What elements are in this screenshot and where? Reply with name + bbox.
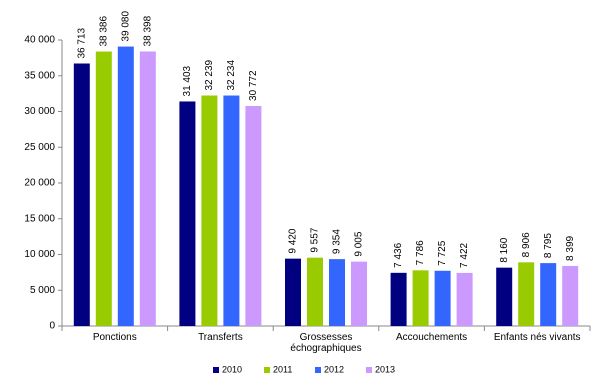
x-tick-label: Ponctions [92, 332, 137, 343]
value-label: 38 386 [98, 16, 109, 47]
value-label: 8 795 [543, 233, 554, 258]
value-label: 32 234 [226, 60, 237, 91]
bar [496, 267, 513, 326]
value-label: 30 772 [248, 70, 259, 101]
value-label: 8 399 [565, 235, 576, 260]
bar [351, 261, 367, 326]
x-tick-label: Enfants nés vivants [493, 332, 581, 343]
bar [117, 46, 134, 326]
x-tick-label: Accouchements [396, 332, 468, 343]
bar [307, 257, 323, 326]
value-label: 31 403 [182, 65, 193, 96]
value-label: 8 160 [499, 237, 510, 262]
y-tick-label: 35 000 [24, 70, 55, 81]
x-tick-label: Grossesses échographiques [290, 332, 362, 354]
bar [179, 101, 196, 326]
y-tick-label: 15 000 [24, 213, 55, 224]
legend-marker [315, 367, 321, 373]
y-tick-label: 40 000 [24, 35, 55, 46]
x-tick-label: Transferts [198, 332, 243, 343]
value-label: 9 005 [354, 231, 365, 256]
legend-marker [366, 367, 372, 373]
y-tick-label: 20 000 [24, 178, 55, 189]
bar [329, 259, 345, 326]
y-tick-label: 0 [49, 321, 55, 332]
value-label: 9 354 [332, 229, 343, 254]
bar [562, 265, 579, 326]
bar [223, 95, 240, 326]
value-label: 7 422 [459, 242, 470, 267]
bar [285, 258, 301, 326]
legend-label: 2011 [273, 364, 292, 374]
value-label: 32 239 [204, 59, 215, 90]
bar [201, 95, 218, 326]
legend-marker [264, 367, 270, 373]
bar [456, 272, 473, 326]
value-label: 9 557 [310, 227, 321, 252]
value-label: 39 080 [120, 11, 131, 42]
value-label: 7 725 [437, 240, 448, 265]
value-label: 9 420 [288, 228, 299, 253]
bar [412, 270, 429, 326]
bar [518, 262, 535, 326]
value-label: 7 786 [415, 240, 426, 265]
bar [390, 272, 407, 326]
bar [540, 263, 557, 326]
y-tick-label: 30 000 [24, 106, 55, 117]
y-tick-label: 10 000 [24, 249, 55, 260]
bar [95, 51, 112, 326]
value-label: 8 906 [521, 232, 532, 257]
value-label: 36 713 [76, 27, 87, 58]
legend-label: 2012 [324, 364, 344, 374]
legend-marker [213, 367, 219, 373]
value-label: 38 398 [142, 15, 153, 46]
value-label: 7 436 [393, 242, 404, 267]
bar [245, 105, 262, 327]
legend-label: 2010 [222, 364, 242, 374]
bar [139, 51, 156, 327]
bar [73, 63, 90, 327]
legend-label: 2013 [375, 364, 395, 374]
bar [434, 270, 451, 326]
y-tick-label: 5 000 [30, 285, 55, 296]
y-tick-label: 25 000 [24, 142, 55, 153]
